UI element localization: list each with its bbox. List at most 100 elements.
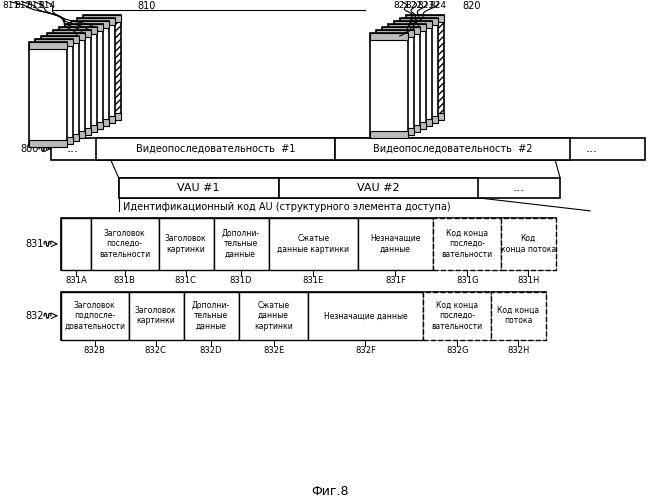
Bar — [401, 116, 438, 123]
Bar — [29, 42, 67, 49]
Bar — [376, 128, 414, 135]
Bar — [119, 178, 560, 198]
Text: 832C: 832C — [145, 346, 166, 356]
Text: 831F: 831F — [385, 276, 406, 285]
Text: Заголовок
последо-
вательности: Заголовок последо- вательности — [99, 229, 150, 258]
Bar — [41, 134, 79, 141]
Text: Идентификационный код AU (структурного элемента доступа): Идентификационный код AU (структурного э… — [123, 202, 450, 212]
Bar — [35, 39, 73, 144]
Text: Дополни-
тельные
данные: Дополни- тельные данные — [191, 301, 230, 330]
Bar — [434, 218, 501, 270]
Bar — [269, 218, 358, 270]
Bar — [395, 21, 432, 126]
Bar — [407, 113, 444, 120]
Bar — [401, 18, 438, 123]
Bar — [29, 42, 67, 147]
Text: 831D: 831D — [229, 276, 252, 285]
Bar — [370, 131, 409, 138]
Text: Заголовок
подпосле-
довательности: Заголовок подпосле- довательности — [64, 301, 125, 330]
Text: 831H: 831H — [517, 276, 539, 285]
Bar — [47, 33, 84, 138]
Bar — [119, 178, 279, 198]
Text: Сжатые
данные
картинки: Сжатые данные картинки — [254, 301, 293, 330]
Bar — [59, 125, 97, 132]
Text: 821: 821 — [394, 1, 411, 10]
Bar — [96, 138, 335, 160]
Bar — [53, 30, 91, 37]
Text: 832E: 832E — [263, 346, 284, 356]
Text: VAU #2: VAU #2 — [357, 183, 400, 193]
Text: 822: 822 — [406, 1, 423, 10]
Bar — [77, 18, 115, 123]
Text: 812: 812 — [15, 1, 32, 10]
Text: 811: 811 — [2, 1, 20, 10]
Bar — [61, 292, 546, 340]
Text: Заголовок
картинки: Заголовок картинки — [135, 306, 176, 326]
Bar — [401, 18, 438, 25]
Bar — [77, 116, 115, 123]
Bar — [308, 292, 423, 340]
Bar — [129, 292, 183, 340]
Bar — [335, 138, 570, 160]
Text: Заголовок
картинки: Заголовок картинки — [165, 234, 207, 254]
Text: 831B: 831B — [114, 276, 136, 285]
Bar — [382, 125, 420, 132]
Bar — [65, 24, 103, 31]
Text: 800: 800 — [20, 144, 39, 154]
Text: 831C: 831C — [175, 276, 197, 285]
Bar — [61, 218, 91, 270]
Bar — [35, 137, 73, 144]
Bar — [41, 36, 79, 141]
Text: 831E: 831E — [303, 276, 324, 285]
Text: 810: 810 — [137, 1, 156, 11]
Text: 823: 823 — [418, 1, 435, 10]
Bar — [53, 30, 91, 135]
Bar — [61, 218, 556, 270]
Bar — [158, 218, 214, 270]
Text: ...: ... — [512, 182, 524, 194]
Bar — [376, 30, 414, 37]
Text: Код конца
потока: Код конца потока — [497, 306, 539, 326]
Bar — [358, 218, 434, 270]
Bar — [382, 27, 420, 132]
Text: Фиг.8: Фиг.8 — [312, 485, 349, 498]
Bar — [91, 218, 158, 270]
Bar — [279, 178, 478, 198]
Text: 832H: 832H — [507, 346, 529, 356]
Text: Незначащие
данные: Незначащие данные — [370, 234, 420, 254]
Bar — [238, 292, 308, 340]
Bar — [491, 292, 546, 340]
Text: 831G: 831G — [456, 276, 478, 285]
Text: Видеопоследовательность  #1: Видеопоследовательность #1 — [136, 144, 295, 154]
Text: ...: ... — [67, 142, 79, 156]
Text: 832F: 832F — [355, 346, 376, 356]
Bar — [407, 15, 444, 120]
Text: 820: 820 — [462, 1, 480, 11]
Bar — [395, 119, 432, 126]
Text: 832G: 832G — [446, 346, 469, 356]
Text: 832B: 832B — [84, 346, 106, 356]
Bar — [41, 36, 79, 43]
Bar — [214, 218, 269, 270]
Bar — [82, 15, 121, 22]
Bar — [61, 292, 129, 340]
Bar — [382, 27, 420, 34]
Bar — [65, 24, 103, 129]
Bar — [388, 24, 426, 129]
Bar — [51, 138, 645, 160]
Bar — [82, 15, 121, 120]
Bar — [423, 292, 491, 340]
Bar — [71, 119, 109, 126]
Bar — [388, 122, 426, 129]
Text: 831A: 831A — [65, 276, 86, 285]
Text: Сжатые
данные картинки: Сжатые данные картинки — [277, 234, 349, 254]
Text: Код
конца потока: Код конца потока — [500, 234, 556, 254]
Bar — [82, 15, 121, 120]
Bar — [59, 27, 97, 132]
Text: ...: ... — [586, 142, 598, 156]
Text: VAU #1: VAU #1 — [178, 183, 220, 193]
Bar — [407, 15, 444, 120]
Bar — [501, 218, 556, 270]
Bar — [53, 128, 91, 135]
Text: 832D: 832D — [199, 346, 222, 356]
